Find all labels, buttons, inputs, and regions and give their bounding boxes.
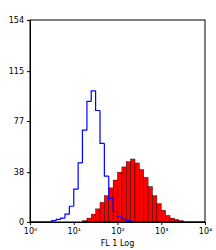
histogram-step xyxy=(118,212,122,217)
x-axis: 10⁰ 10¹ 10² 10³ 10⁴ xyxy=(24,222,212,236)
histogram-bar xyxy=(157,204,161,222)
y-tick-label: 154 xyxy=(9,16,24,25)
x-tick: 10³ xyxy=(155,222,168,236)
histogram-step xyxy=(91,91,95,101)
x-tick-label: 10¹ xyxy=(68,227,81,236)
histogram-step xyxy=(100,111,104,144)
x-tick-mark xyxy=(161,222,162,225)
histogram-bar xyxy=(104,196,108,222)
histogram-step xyxy=(56,219,60,220)
histogram-step xyxy=(69,206,73,214)
y-tick-mark xyxy=(27,121,30,122)
x-tick-label: 10⁰ xyxy=(24,227,37,236)
histogram-step xyxy=(78,163,82,189)
y-tick-label: 38 xyxy=(14,168,24,177)
histogram-step xyxy=(104,143,108,176)
y-tick-label: 77 xyxy=(14,117,24,126)
histogram-bar xyxy=(148,187,152,222)
histogram-step xyxy=(61,218,65,219)
x-axis-line xyxy=(31,223,206,226)
histogram-bar xyxy=(161,210,165,222)
histogram-step xyxy=(96,91,100,111)
plot-frame xyxy=(30,20,205,222)
y-tick: 115 xyxy=(9,67,30,76)
histogram-bar xyxy=(135,163,139,222)
histogram-bar xyxy=(131,159,135,222)
histogram-step xyxy=(87,101,91,130)
histogram-bar xyxy=(96,209,100,222)
histogram-step xyxy=(122,217,126,220)
histogram-bar xyxy=(153,196,157,222)
y-tick: 154 xyxy=(9,16,30,25)
y-axis: 0 38 77 115 154 xyxy=(9,16,31,227)
series-0 xyxy=(82,159,183,222)
histogram-step xyxy=(65,214,69,218)
histogram-step xyxy=(74,189,78,206)
histogram-bar xyxy=(139,170,143,222)
y-tick-mark xyxy=(27,20,30,21)
histogram-bar xyxy=(118,172,122,222)
histogram-bar xyxy=(166,215,170,222)
series-1 xyxy=(30,91,205,222)
histogram-bar xyxy=(113,180,117,222)
y-tick-label: 0 xyxy=(19,218,24,227)
y-tick: 0 xyxy=(19,218,30,227)
x-tick-mark xyxy=(74,222,75,225)
histogram-bar xyxy=(100,202,104,222)
x-tick: 10² xyxy=(111,222,124,236)
x-axis-title: FL 1 Log xyxy=(101,239,135,248)
histogram-bar xyxy=(122,167,126,222)
marks xyxy=(30,91,205,222)
x-tick-mark xyxy=(118,222,119,225)
y-tick: 38 xyxy=(14,168,30,177)
histogram-step xyxy=(109,176,113,198)
y-tick-mark xyxy=(27,172,30,173)
x-tick: 10⁰ xyxy=(24,222,37,236)
x-tick-label: 10³ xyxy=(155,227,168,236)
histogram-step xyxy=(113,198,117,211)
histogram-bar xyxy=(170,218,174,222)
x-tick: 10¹ xyxy=(68,222,81,236)
histogram-step xyxy=(126,219,130,220)
y-tick-mark xyxy=(27,222,30,223)
x-tick-label: 10⁴ xyxy=(199,227,212,236)
y-axis-line xyxy=(27,21,31,223)
plot: 10⁰ 10¹ 10² 10³ 10⁴ 0 38 77 115 154 xyxy=(9,16,212,236)
histogram-bar xyxy=(109,188,113,222)
histogram-bar xyxy=(87,218,91,222)
x-tick: 10⁴ xyxy=(199,222,212,236)
x-tick-mark xyxy=(205,222,206,225)
y-tick-label: 115 xyxy=(9,67,24,76)
histogram-bar xyxy=(144,177,148,222)
histogram-bar xyxy=(126,162,130,222)
histogram-bar xyxy=(91,214,95,222)
x-tick-label: 10² xyxy=(111,227,124,236)
chart: 10⁰ 10¹ 10² 10³ 10⁴ 0 38 77 115 154 FL 1 Log xyxy=(0,0,216,250)
histogram-step xyxy=(82,130,86,163)
y-tick: 77 xyxy=(14,117,30,126)
y-tick-mark xyxy=(27,71,30,72)
